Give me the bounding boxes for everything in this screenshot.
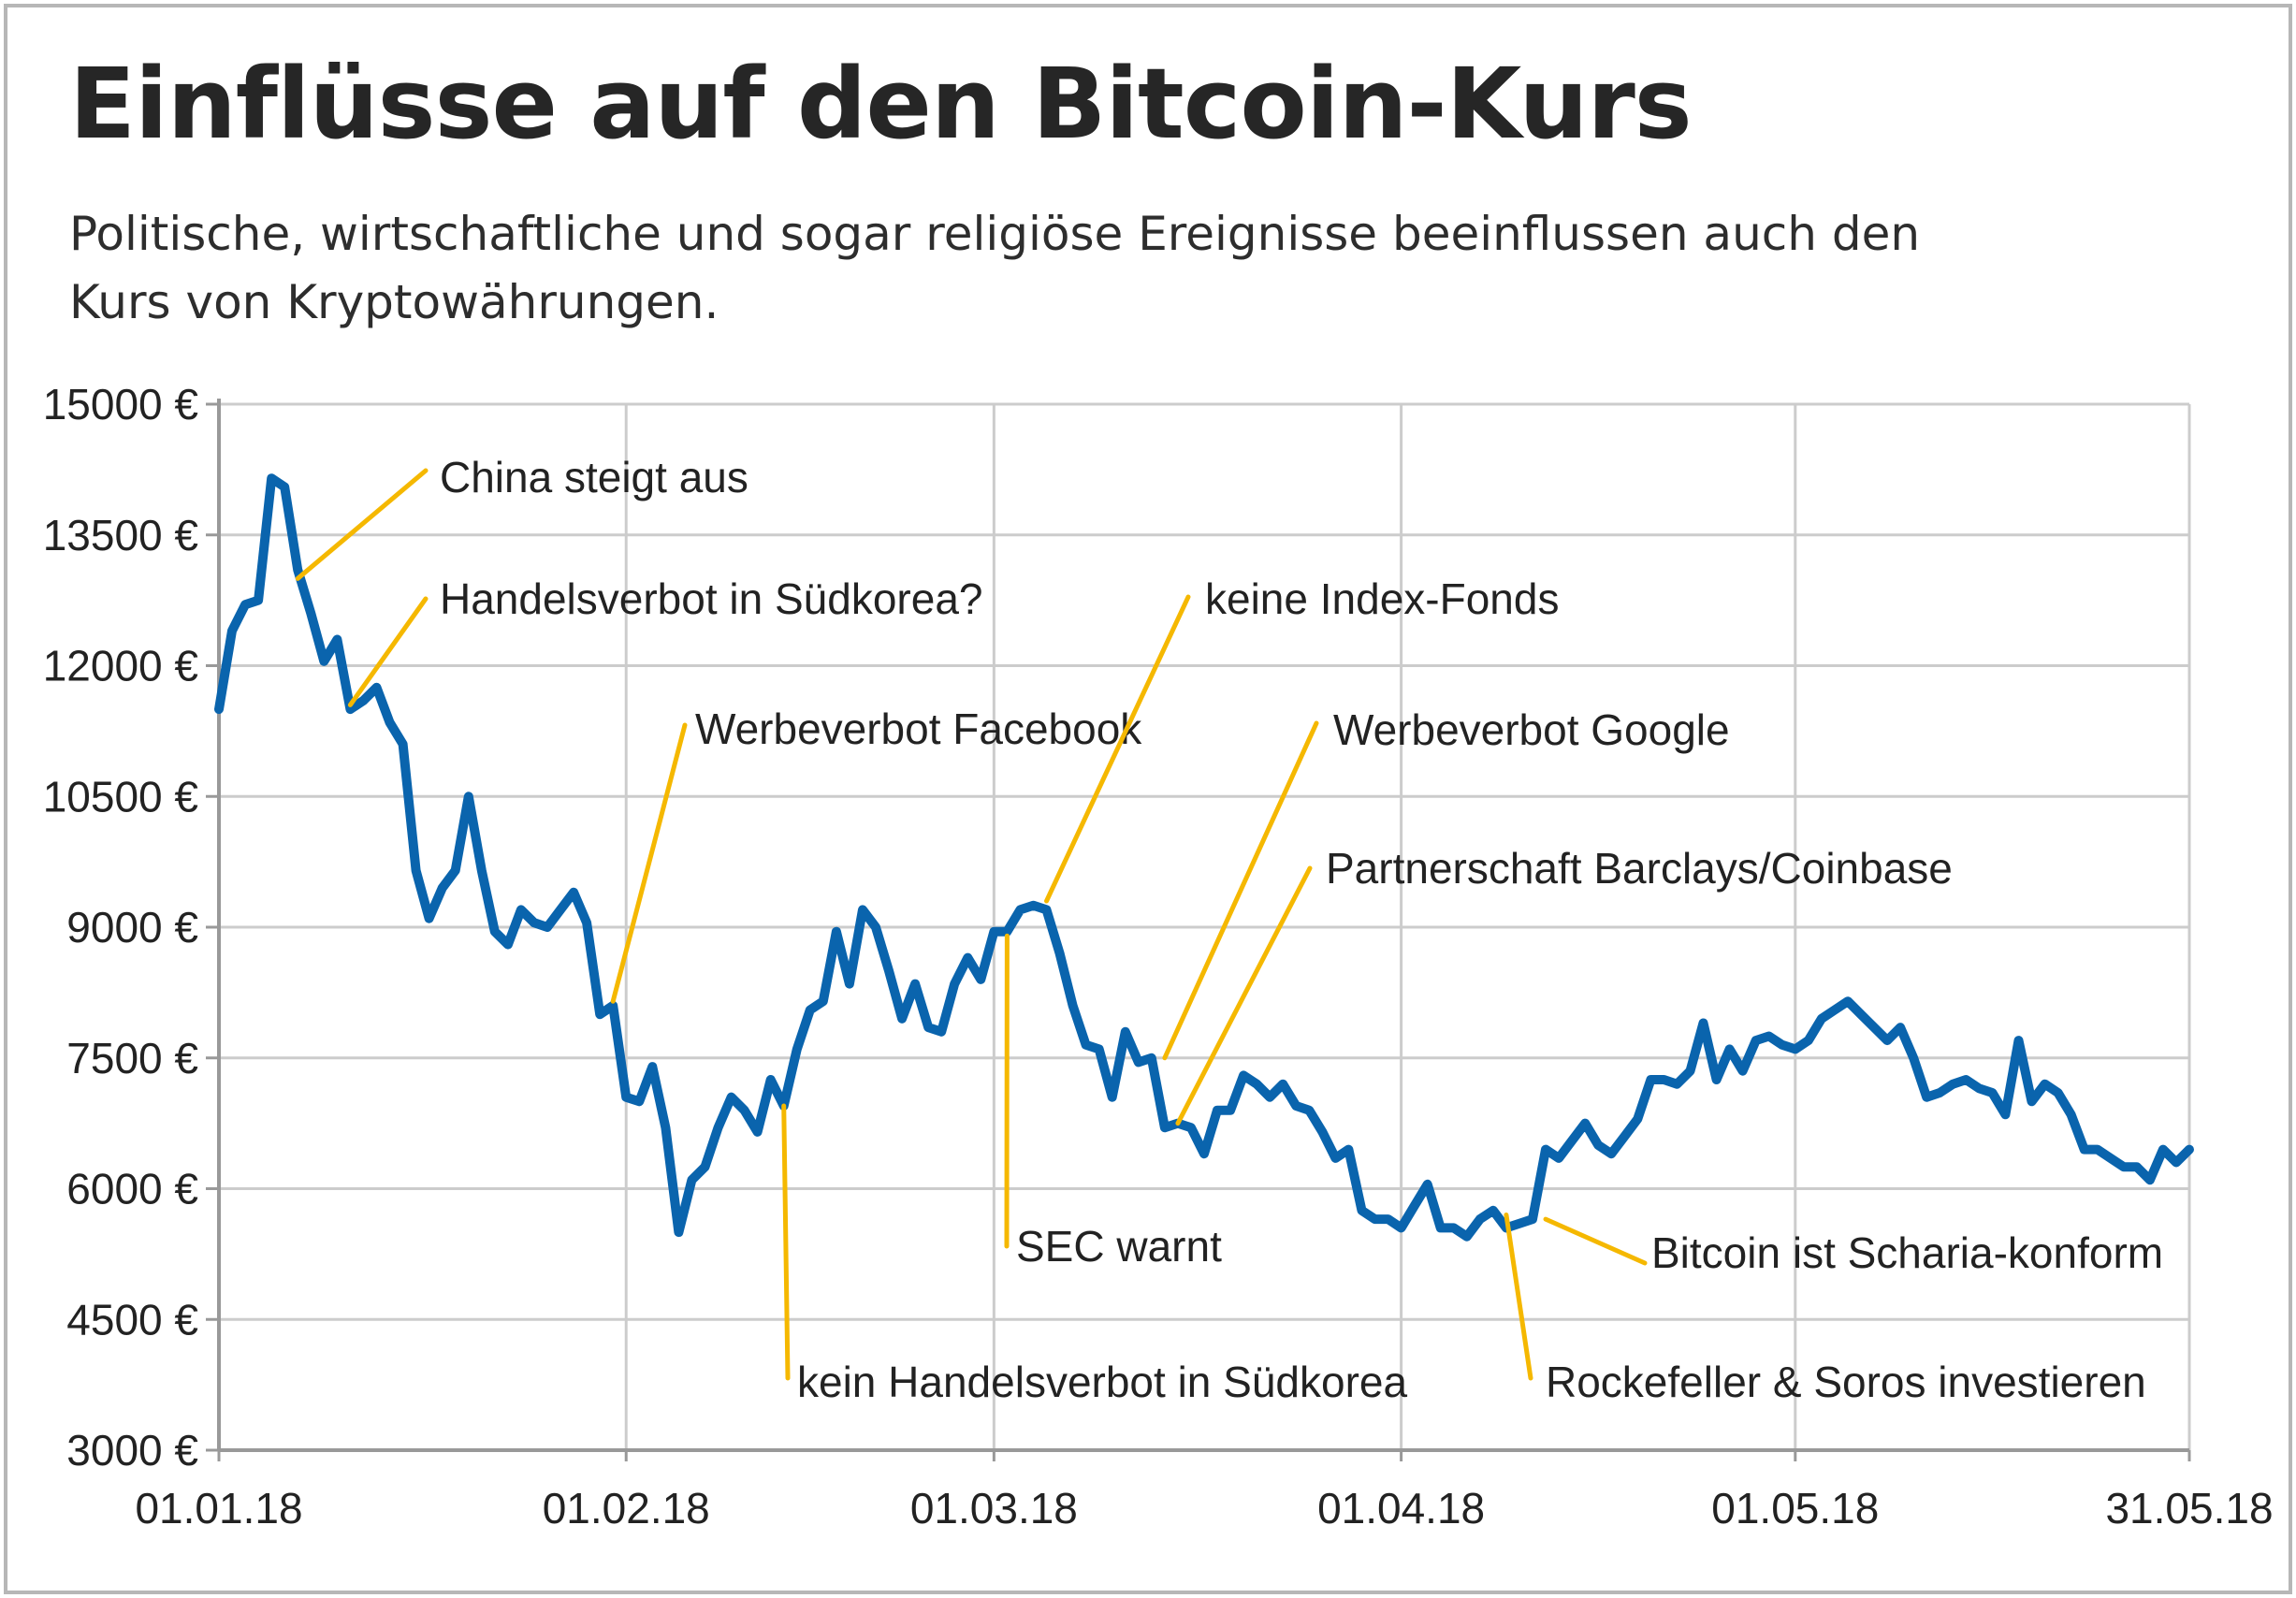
x-tick-label: 01.05.18 [1711,1484,1879,1533]
annotation-label: kein Handelsverbot in Südkorea [797,1358,1407,1406]
annotation-leader [1504,1212,1533,1381]
annotation-label: Handelsverbot in Südkorea? [440,574,982,623]
annotation-leader [1543,1216,1648,1266]
y-tick-label: 9000 € [66,903,198,952]
price-line [214,473,2194,1242]
annotation-leader [1044,594,1191,904]
annotation-label: Werbeverbot Google [1333,705,1730,754]
annotation-label: SEC warnt [1016,1222,1222,1271]
annotation-leader [295,468,429,581]
annotation-leader [610,722,688,1004]
price-series [214,473,2194,1242]
chart-subtitle: Politische, wirtschaftliche und sogar re… [69,207,1921,329]
chart-title: Einflüsse auf den Bitcoin-Kurs [69,47,1693,161]
annotation-leader [1175,865,1313,1126]
chart-frame [4,4,2292,1594]
y-tick-label: 12000 € [43,642,198,690]
annotation-label: Bitcoin ist Scharia-konform [1651,1228,2163,1277]
annotation-label: Partnerschaft Barclays/Coinbase [1326,844,1953,893]
y-tick-label: 3000 € [66,1426,198,1475]
y-tick-label: 10500 € [43,772,198,821]
y-tick-label: 13500 € [43,511,198,559]
axes: 15000 € 13500 € 12000 € 10500 € 9000 € 7500 €… [43,380,2274,1533]
y-tick-label: 7500 € [66,1034,198,1082]
x-tick-label: 01.01.18 [135,1484,302,1533]
event-annotations: China steigt aus Handelsverbot in Südkore… [295,453,2163,1406]
y-tick-label: 15000 € [43,380,198,429]
x-tick-label: 01.04.18 [1317,1484,1485,1533]
annotation-label: China steigt aus [440,453,748,501]
annotation-leader [1162,720,1319,1061]
y-tick-label: 4500 € [66,1295,198,1344]
x-tick-label: 01.03.18 [910,1484,1078,1533]
annotation-leader [781,1103,791,1381]
y-tick-label: 6000 € [66,1165,198,1213]
annotation-label: Rockefeller & Soros investieren [1546,1358,2146,1406]
annotation-label: Werbeverbot Facebook [695,705,1142,753]
x-tick-label: 31.05.18 [2105,1484,2273,1533]
x-tick-label: 01.02.18 [543,1484,710,1533]
annotation-label: keine Index-Fonds [1205,574,1559,623]
annotation-leader [347,596,429,707]
